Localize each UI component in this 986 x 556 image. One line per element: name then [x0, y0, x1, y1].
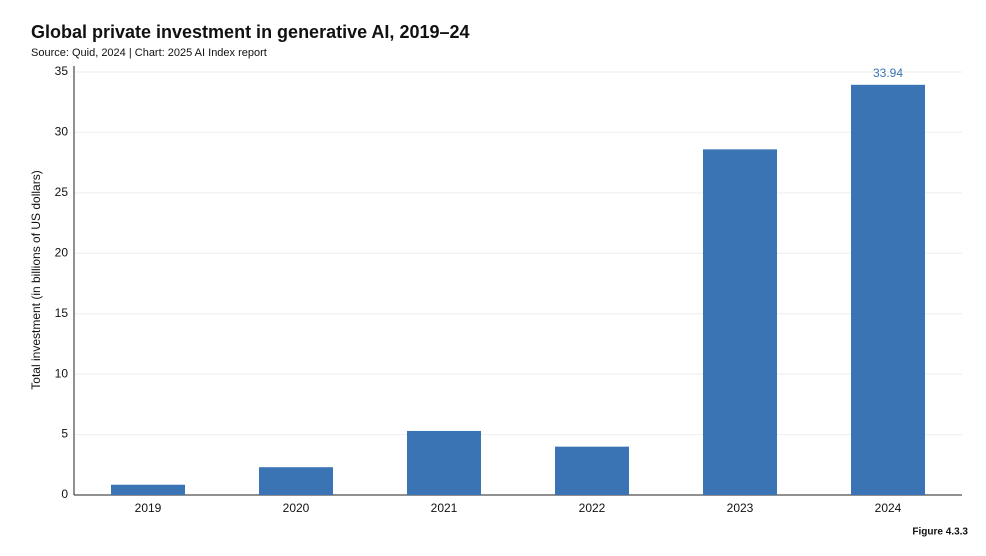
y-axis-label: Total investment (in billions of US doll… — [29, 170, 43, 389]
value-label: 33.94 — [873, 66, 903, 80]
y-tick-label: 25 — [55, 185, 69, 199]
y-tick-label: 35 — [55, 64, 69, 78]
x-tick-label: 2023 — [727, 501, 754, 515]
y-tick-label: 30 — [55, 125, 69, 139]
x-tick-label: 2019 — [135, 501, 162, 515]
bar — [555, 446, 629, 495]
bar — [259, 467, 333, 495]
chart-title: Global private investment in generative … — [31, 22, 470, 42]
y-tick-label: 10 — [55, 366, 69, 380]
chart-subtitle: Source: Quid, 2024 | Chart: 2025 AI Inde… — [31, 47, 267, 59]
bar — [851, 84, 925, 496]
x-tick-label: 2022 — [579, 501, 606, 515]
bar — [703, 149, 777, 495]
bar — [407, 430, 481, 495]
y-tick-label: 0 — [61, 487, 68, 501]
y-tick-label: 20 — [55, 245, 69, 259]
y-tick-label: 5 — [61, 427, 68, 441]
x-tick-label: 2020 — [283, 501, 310, 515]
bar — [111, 484, 185, 495]
x-tick-label: 2024 — [875, 501, 902, 515]
y-tick-label: 15 — [55, 306, 69, 320]
figure-note: Figure 4.3.3 — [912, 527, 968, 538]
x-tick-label: 2021 — [431, 501, 458, 515]
